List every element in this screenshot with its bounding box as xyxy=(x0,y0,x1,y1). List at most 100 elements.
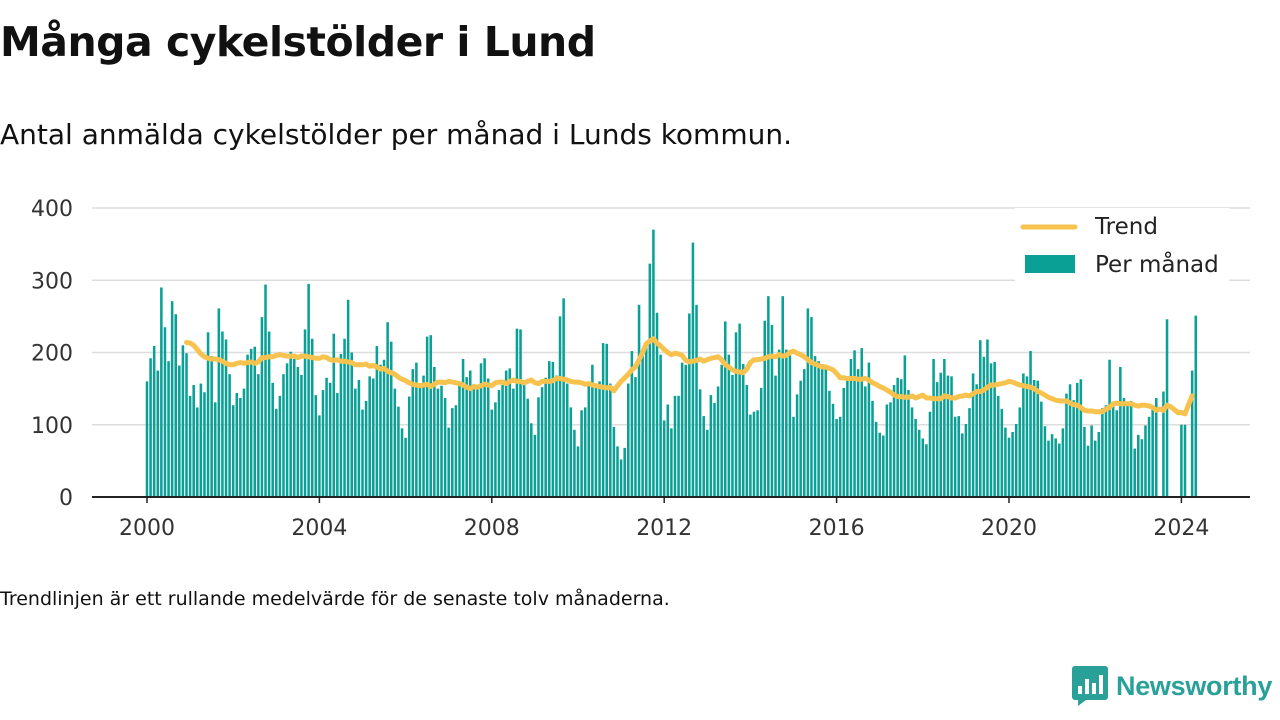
bar xyxy=(627,383,630,497)
bar xyxy=(803,369,806,497)
brand-logo: Newsworthy xyxy=(1072,664,1272,708)
bar xyxy=(964,424,968,497)
bar xyxy=(235,392,239,497)
bar xyxy=(745,385,749,497)
bar xyxy=(1004,427,1007,497)
bar xyxy=(1104,405,1108,497)
bar xyxy=(372,378,375,497)
bar xyxy=(210,356,213,497)
bar xyxy=(386,322,389,497)
bar xyxy=(217,308,221,497)
bar xyxy=(1079,379,1083,497)
bar xyxy=(774,375,777,497)
bar xyxy=(418,383,422,497)
bar xyxy=(547,361,551,497)
bar xyxy=(813,356,817,497)
bar xyxy=(160,287,163,497)
page-subtitle: Antal anmälda cykelstölder per månad i L… xyxy=(0,118,792,151)
legend-bars-swatch xyxy=(1025,255,1075,273)
bar xyxy=(1151,405,1154,497)
bar xyxy=(684,364,688,497)
bar xyxy=(1140,439,1144,497)
bar xyxy=(512,388,515,497)
bar xyxy=(203,392,206,497)
bar xyxy=(799,380,802,497)
bar xyxy=(224,339,228,497)
y-tick-label: 400 xyxy=(31,197,73,222)
bar xyxy=(666,404,670,497)
bar xyxy=(950,376,953,497)
bar xyxy=(1083,426,1086,497)
bar xyxy=(271,382,274,497)
y-tick-label: 100 xyxy=(31,414,73,439)
bar xyxy=(404,437,407,497)
bar xyxy=(307,283,310,497)
bar xyxy=(515,328,519,497)
bar xyxy=(300,374,303,497)
bar xyxy=(476,387,479,497)
bar xyxy=(914,418,917,497)
bar xyxy=(321,390,325,497)
bar xyxy=(1147,416,1151,497)
bar xyxy=(1007,437,1011,497)
bar xyxy=(497,390,501,497)
bar xyxy=(1190,370,1194,497)
bar xyxy=(806,308,810,497)
bar xyxy=(1075,382,1079,497)
bar xyxy=(429,335,433,497)
bar xyxy=(1086,445,1090,497)
bar xyxy=(820,364,824,497)
bar xyxy=(1065,393,1068,497)
bar xyxy=(673,395,677,497)
bar xyxy=(752,411,756,497)
x-tick-label: 2020 xyxy=(981,516,1037,541)
bar xyxy=(580,410,583,497)
bar xyxy=(530,423,533,497)
bar xyxy=(522,381,526,497)
bar xyxy=(318,415,321,497)
bar xyxy=(472,384,476,497)
bar xyxy=(152,345,156,497)
bar xyxy=(601,343,605,497)
bar xyxy=(508,368,512,497)
bar xyxy=(303,329,307,497)
legend: Trend Per månad xyxy=(1015,208,1229,283)
bar xyxy=(670,428,673,497)
bar xyxy=(339,353,343,497)
bar xyxy=(422,375,425,497)
newsworthy-logo-icon xyxy=(1072,666,1108,706)
bar xyxy=(163,327,167,497)
bar xyxy=(630,351,634,497)
bar xyxy=(1050,434,1054,497)
bar xyxy=(889,402,892,497)
y-tick-label: 300 xyxy=(31,269,73,294)
bar xyxy=(206,332,210,497)
y-axis-ticks: 0 100 200 300 400 xyxy=(31,197,73,511)
bar xyxy=(864,386,867,497)
bar xyxy=(882,435,885,497)
bar xyxy=(368,376,371,497)
bar xyxy=(702,416,705,497)
bar xyxy=(425,336,429,497)
bar xyxy=(738,323,741,497)
bar xyxy=(246,354,249,497)
bar xyxy=(1061,428,1065,497)
bar xyxy=(1072,400,1075,497)
bar xyxy=(361,409,364,497)
bar xyxy=(253,346,257,497)
bar xyxy=(551,361,555,497)
bar xyxy=(1108,359,1111,497)
bar xyxy=(242,388,246,497)
bar xyxy=(454,405,458,497)
bar xyxy=(892,385,896,497)
x-tick-label: 2000 xyxy=(119,516,175,541)
bar xyxy=(415,362,418,497)
x-tick-label: 2016 xyxy=(809,516,865,541)
bar xyxy=(1068,384,1072,497)
bar xyxy=(537,397,540,497)
bar xyxy=(490,409,494,497)
bar xyxy=(795,394,799,497)
trend-line xyxy=(184,336,1195,417)
bar xyxy=(680,362,684,497)
bar xyxy=(354,388,357,497)
